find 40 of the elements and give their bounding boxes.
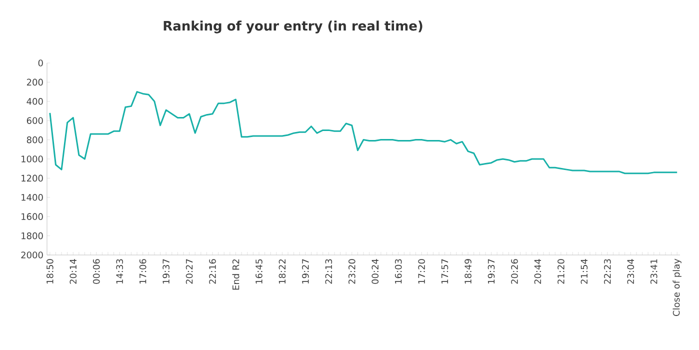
x-tick-label: 17:57: [441, 259, 448, 284]
x-tick-label: 20:26: [511, 259, 518, 284]
x-tick-label: 17:06: [139, 259, 146, 284]
x-tick-label: 19:37: [162, 259, 170, 284]
x-tick-label: Close of play: [672, 258, 682, 316]
y-tick-label: 200: [26, 78, 43, 86]
x-tick-label: 18:22: [278, 259, 286, 284]
x-tick-label: 19:37: [488, 259, 495, 284]
x-tick-label: 23:04: [627, 259, 634, 284]
x-tick-label: 18:50: [46, 259, 54, 284]
x-tick-label: 00:24: [372, 259, 379, 284]
x-tick-label: 23:41: [650, 259, 658, 284]
x-tick-label: 14:33: [116, 259, 123, 284]
x-tick-label: 22:16: [209, 259, 216, 284]
x-tick-label: 20:27: [186, 259, 193, 284]
x-tick-label: 23:20: [348, 259, 356, 284]
x-tick-label: 22:13: [325, 259, 332, 284]
x-tick-label: End R2: [232, 259, 240, 290]
x-tick-label: 16:45: [256, 259, 262, 284]
x-tick-label: 22:23: [604, 259, 611, 284]
y-tick-label: 1800: [22, 232, 43, 240]
x-tick-label: 18:49: [464, 259, 472, 284]
x-tick-label: 20:44: [534, 259, 542, 284]
y-tick-label: 1600: [22, 213, 43, 220]
chart-title: Ranking of your entry (in real time): [164, 20, 422, 34]
y-tick-label: 1400: [22, 194, 43, 201]
y-tick-label: 800: [26, 136, 43, 144]
y-tick-label: 2000: [21, 252, 43, 258]
x-tick-label: 17:20: [418, 259, 425, 284]
x-tick-label: 19:27: [302, 259, 309, 284]
x-tick-label: 21:20: [558, 259, 564, 284]
y-tick-label: 1000: [22, 156, 43, 162]
x-tick-label: 00:06: [92, 259, 100, 284]
x-tick-label: 20:14: [70, 259, 77, 284]
y-tick-label: 0: [38, 60, 43, 66]
y-tick-label: 1200: [22, 174, 43, 182]
y-tick-label: 600: [26, 117, 43, 124]
x-tick-label: 16:03: [394, 259, 402, 284]
x-tick-label: 21:54: [580, 259, 588, 284]
y-tick-label: 400: [26, 98, 43, 105]
